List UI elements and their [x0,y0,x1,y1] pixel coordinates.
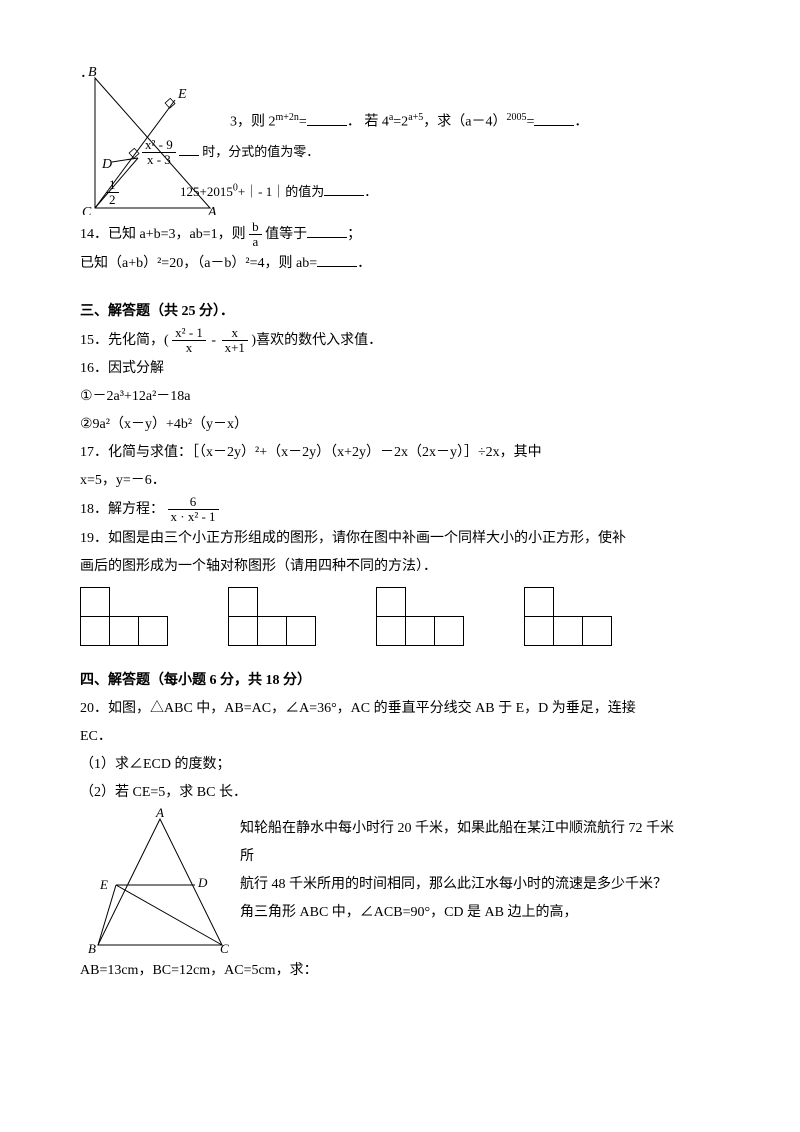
q20-1: （1）求∠ECD 的度数； [80,751,740,779]
svg-text:E: E [177,87,187,102]
q20-2: （2）若 CE=5，求 BC 长． [80,779,740,807]
q17a: 17．化简与求值：［（x－2y）²+（x－2y）（x+2y）－2x（2x－y）］… [80,439,740,467]
q22: AB=13cm，BC=12cm，AC=5cm，求： [80,957,740,985]
svg-text:D: D [197,875,208,890]
q17b: x=5，y=－6． [80,467,740,495]
svg-text:E: E [99,877,108,892]
q20b: EC． [80,723,740,751]
section-4-title: 四、解答题（每小题 6 分，共 18 分） [80,667,740,695]
blank [307,111,347,126]
l-shape-4 [524,587,644,647]
svg-text:B: B [88,65,97,80]
q21-text-block: 知轮船在静水中每小时行 20 千米，如果此船在某江中顺流航行 72 千米所 航行… [240,815,680,927]
svg-text:B: B [88,941,96,956]
q19a: 19．如图是由三个小正方形组成的图形，请你在图中补画一个同样大小的小正方形，使补 [80,525,740,553]
svg-text:C: C [82,205,92,215]
blank [307,223,347,238]
q16: 16．因式分解 [80,355,740,383]
blank [534,111,574,126]
triangle-abc-ed: A B C D E [80,807,240,957]
frac-half: 12 [106,178,119,208]
svg-text:A: A [207,205,217,215]
frac-x2-9: x² - 9x - 3 时，分式的值为零． [142,138,319,168]
l-shapes-row [80,587,740,647]
q16-2: ②9a²（x－y）+4b²（y－x） [80,411,740,439]
l-shape-2 [228,587,348,647]
svg-text:D: D [101,157,112,172]
q13-text: 125+20150+｜- 1｜的值为． [180,182,377,200]
q11-13-text: 3，则 2m+2n=． 若 4a=2a+5，求（a－4）2005=． [230,108,750,137]
svg-text:C: C [220,941,229,956]
q16-1: ①－2a³+12a²－18a [80,383,740,411]
blank [324,182,364,196]
section-3-title: 三、解答题（共 25 分）． [80,298,740,326]
q20a: 20．如图，△ABC 中，AB=AC，∠A=36°，AC 的垂直平分线交 AB … [80,695,740,723]
q19b: 画后的图形成为一个轴对称图形（请用四种不同的方法）． [80,553,740,581]
q14-line1: 14．已知 a+b=3，ab=1，则 ba 值等于； [80,220,740,250]
l-shape-1 [80,587,200,647]
blank [317,252,357,267]
q15: 15．先化简，( x² - 1x - xx+1 )喜欢的数代入求值． [80,326,740,356]
q11-text: 3，则 2 [230,115,276,130]
q18: 18．解方程： 6x · x² - 1 [80,495,740,525]
q14-line2: 已知（a+b）²=20，（a－b）²=4，则 ab=． [80,250,740,278]
frac-ba: ba [249,220,262,250]
svg-text:A: A [155,807,164,820]
l-shape-3 [376,587,496,647]
